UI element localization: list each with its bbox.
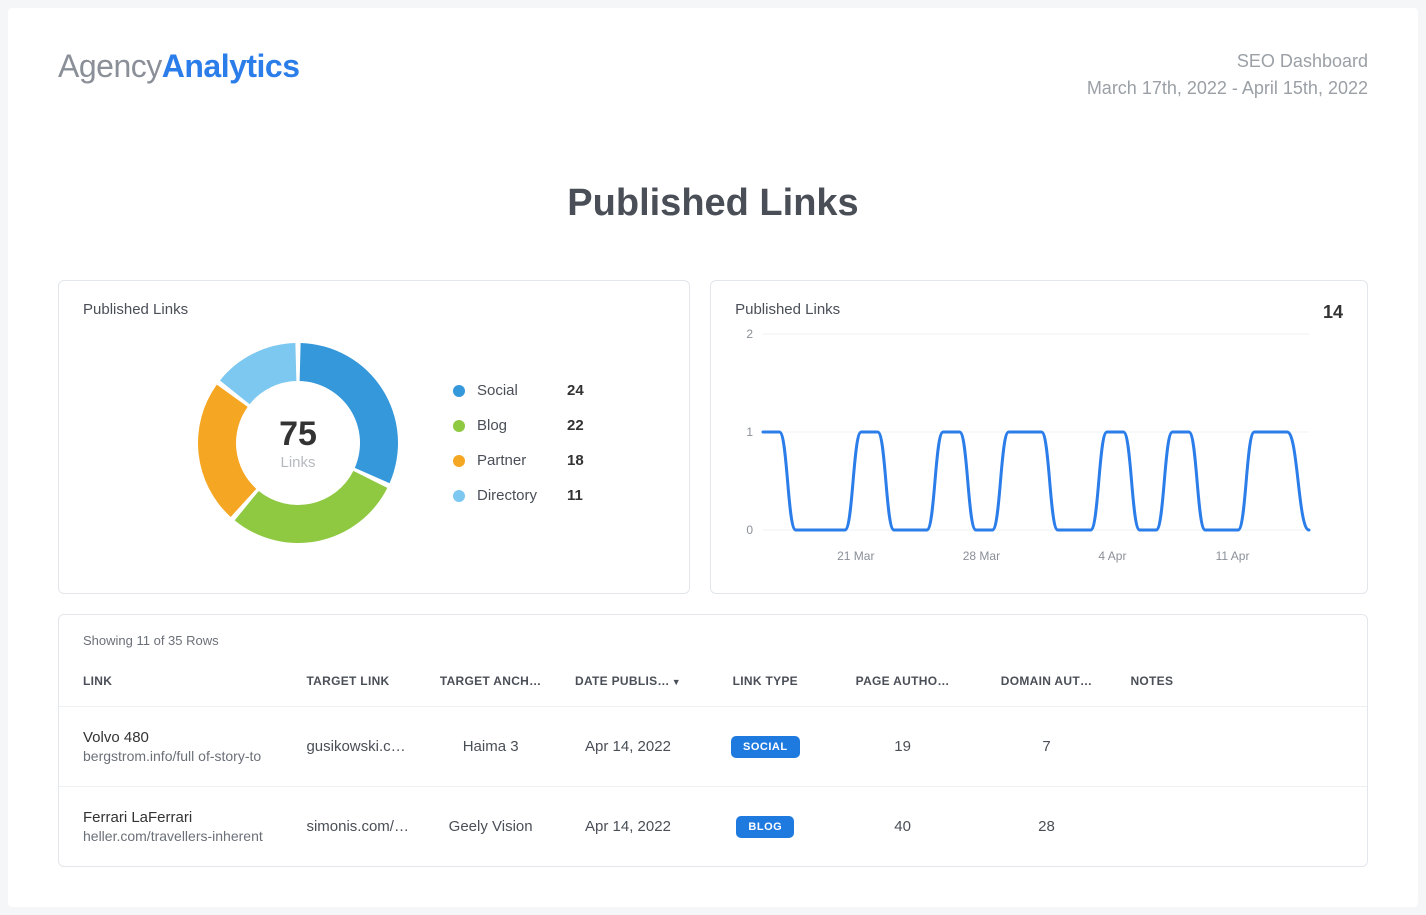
table-header-row: LINKTARGET LINKTARGET ANCH…DATE PUBLIS…▼… xyxy=(59,656,1367,707)
link-url: bergstrom.info/full of-story-to xyxy=(83,748,282,764)
legend-label: Social xyxy=(477,382,555,399)
column-header[interactable]: PAGE AUTHO… xyxy=(831,656,975,707)
legend-dot xyxy=(453,420,465,432)
legend-dot xyxy=(453,455,465,467)
cell-target-link: simonis.com/… xyxy=(294,787,425,867)
cell-domain-auth: 7 xyxy=(975,707,1119,787)
table-row[interactable]: Ferrari LaFerrari heller.com/travellers-i… xyxy=(59,787,1367,867)
cell-page-auth: 40 xyxy=(831,787,975,867)
y-tick-label: 0 xyxy=(746,523,753,537)
cell-target-anchor: Haima 3 xyxy=(425,707,556,787)
donut-slice[interactable] xyxy=(220,343,296,404)
line-card-title: Published Links xyxy=(735,301,840,318)
donut-center: 75 Links xyxy=(279,415,317,471)
cell-notes xyxy=(1118,707,1367,787)
cell-target-link: gusikowski.c… xyxy=(294,707,425,787)
dashboard-title: SEO Dashboard xyxy=(1087,48,1368,75)
logo: AgencyAnalytics xyxy=(58,48,300,85)
column-header[interactable]: TARGET LINK xyxy=(294,656,425,707)
link-type-badge: SOCIAL xyxy=(731,736,800,758)
column-header[interactable]: TARGET ANCH… xyxy=(425,656,556,707)
donut-chart: 75 Links xyxy=(183,328,413,558)
line-card-total: 14 xyxy=(1323,302,1343,323)
sort-desc-icon: ▼ xyxy=(672,677,681,687)
cell-target-anchor: Geely Vision xyxy=(425,787,556,867)
legend-dot xyxy=(453,385,465,397)
legend-dot xyxy=(453,490,465,502)
donut-slice[interactable] xyxy=(198,385,256,517)
x-tick-label: 4 Apr xyxy=(1099,549,1127,563)
cell-type: BLOG xyxy=(700,787,831,867)
link-url: heller.com/travellers-inherent xyxy=(83,828,282,844)
donut-card: Published Links 75 Links Social 24 Blog 22 P… xyxy=(58,280,690,594)
x-tick-label: 28 Mar xyxy=(963,549,1000,563)
dashboard-page: AgencyAnalytics SEO Dashboard March 17th… xyxy=(8,8,1418,907)
page-title: Published Links xyxy=(58,182,1368,225)
x-tick-label: 11 Apr xyxy=(1216,549,1250,563)
column-header[interactable]: LINK xyxy=(59,656,294,707)
link-type-badge: BLOG xyxy=(736,816,794,838)
legend-label: Directory xyxy=(477,487,555,504)
cell-domain-auth: 28 xyxy=(975,787,1119,867)
cell-page-auth: 19 xyxy=(831,707,975,787)
cell-link: Volvo 480 bergstrom.info/full of-story-to xyxy=(59,707,294,787)
column-header[interactable]: DOMAIN AUT… xyxy=(975,656,1119,707)
cell-type: SOCIAL xyxy=(700,707,831,787)
line-card: Published Links 14 0 1 2 21 Mar 28 Mar 4 Apr 1… xyxy=(710,280,1368,594)
cell-date: Apr 14, 2022 xyxy=(556,707,700,787)
legend-item[interactable]: Social 24 xyxy=(453,382,584,399)
table-showing: Showing 11 of 35 Rows xyxy=(59,633,1367,656)
donut-card-title: Published Links xyxy=(83,301,665,318)
column-header[interactable]: NOTES xyxy=(1118,656,1367,707)
line-series xyxy=(763,432,1309,530)
cell-date: Apr 14, 2022 xyxy=(556,787,700,867)
cell-link: Ferrari LaFerrari heller.com/travellers-i… xyxy=(59,787,294,867)
table-body: Volvo 480 bergstrom.info/full of-story-to… xyxy=(59,707,1367,867)
donut-slice[interactable] xyxy=(235,471,388,543)
legend-item[interactable]: Directory 11 xyxy=(453,487,584,504)
donut-center-label: Links xyxy=(279,454,317,471)
logo-part1: Agency xyxy=(58,48,162,84)
cell-notes xyxy=(1118,787,1367,867)
x-tick-label: 21 Mar xyxy=(837,549,874,563)
legend-value: 22 xyxy=(567,417,584,434)
legend-value: 11 xyxy=(567,487,583,504)
y-tick-label: 2 xyxy=(746,328,753,341)
y-tick-label: 1 xyxy=(746,425,753,439)
line-chart: 0 1 2 21 Mar 28 Mar 4 Apr 11 Apr xyxy=(735,328,1343,573)
page-header: AgencyAnalytics SEO Dashboard March 17th… xyxy=(58,48,1368,102)
legend-label: Blog xyxy=(477,417,555,434)
legend-value: 24 xyxy=(567,382,584,399)
header-meta: SEO Dashboard March 17th, 2022 - April 1… xyxy=(1087,48,1368,102)
table-row[interactable]: Volvo 480 bergstrom.info/full of-story-to… xyxy=(59,707,1367,787)
donut-center-value: 75 xyxy=(279,415,317,454)
links-table: LINKTARGET LINKTARGET ANCH…DATE PUBLIS…▼… xyxy=(59,656,1367,866)
donut-content: 75 Links Social 24 Blog 22 Partner 18 Director… xyxy=(83,328,665,558)
donut-legend: Social 24 Blog 22 Partner 18 Directory 11 xyxy=(453,382,584,504)
link-title: Volvo 480 xyxy=(83,729,282,746)
legend-item[interactable]: Blog 22 xyxy=(453,417,584,434)
legend-label: Partner xyxy=(477,452,555,469)
column-header[interactable]: DATE PUBLIS…▼ xyxy=(556,656,700,707)
link-title: Ferrari LaFerrari xyxy=(83,809,282,826)
links-table-card: Showing 11 of 35 Rows LINKTARGET LINKTAR… xyxy=(58,614,1368,867)
date-range: March 17th, 2022 - April 15th, 2022 xyxy=(1087,75,1368,102)
legend-item[interactable]: Partner 18 xyxy=(453,452,584,469)
panels-row: Published Links 75 Links Social 24 Blog 22 P… xyxy=(58,280,1368,594)
legend-value: 18 xyxy=(567,452,584,469)
column-header[interactable]: LINK TYPE xyxy=(700,656,831,707)
logo-part2: Analytics xyxy=(162,48,300,84)
